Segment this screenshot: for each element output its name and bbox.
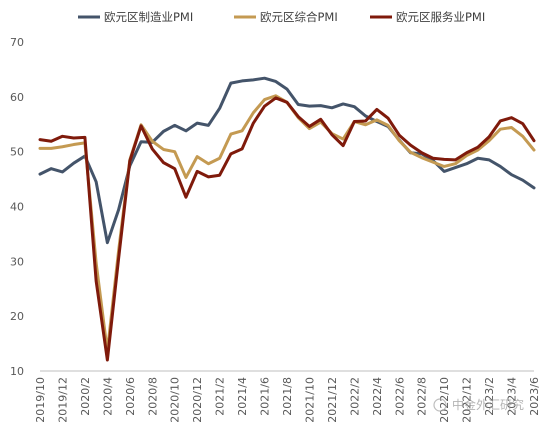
y-tick-label: 30 bbox=[10, 255, 24, 268]
x-tick-label: 2020/2 bbox=[79, 377, 92, 416]
series-layer bbox=[38, 76, 536, 362]
watermark-logo-icon bbox=[433, 398, 447, 412]
y-tick-label: 50 bbox=[10, 146, 24, 159]
y-axis: 10 20 30 40 50 60 70 bbox=[10, 36, 24, 378]
x-tick-label: 2023/4 bbox=[506, 377, 519, 416]
x-tick-label: 2019/10 bbox=[34, 377, 47, 423]
y-tick-label: 20 bbox=[10, 310, 24, 323]
x-tick-label: 2022/8 bbox=[416, 377, 429, 416]
legend: 欧元区制造业PMI 欧元区综合PMI 欧元区服务业PMI bbox=[78, 10, 485, 24]
legend-label: 欧元区综合PMI bbox=[260, 10, 338, 24]
x-tick-label: 2020/6 bbox=[124, 377, 137, 416]
x-tick-label: 2020/4 bbox=[101, 377, 114, 416]
x-tick-label: 2023/6 bbox=[528, 377, 541, 416]
series-line-1 bbox=[38, 76, 536, 245]
x-tick-label: 2020/8 bbox=[146, 377, 159, 416]
y-tick-label: 10 bbox=[10, 365, 24, 378]
x-tick-label: 2021/4 bbox=[236, 377, 249, 416]
x-tick-label: 2022/12 bbox=[461, 377, 474, 423]
x-tick-label: 2022/10 bbox=[438, 377, 451, 423]
y-tick-label: 70 bbox=[10, 36, 24, 49]
x-axis: 2019/10 2019/12 2020/2 2020/4 2020/6 2020/8 20… bbox=[34, 370, 541, 423]
legend-label: 欧元区制造业PMI bbox=[104, 10, 193, 24]
x-tick-label: 2021/10 bbox=[303, 377, 316, 423]
x-tick-label: 2022/4 bbox=[371, 377, 384, 416]
series-line-3 bbox=[38, 96, 536, 362]
y-tick-label: 40 bbox=[10, 201, 24, 214]
x-tick-label: 2020/12 bbox=[191, 377, 204, 423]
x-tick-label: 2023/2 bbox=[483, 377, 496, 416]
x-tick-label: 2021/6 bbox=[259, 377, 272, 416]
x-tick-label: 2021/12 bbox=[326, 377, 339, 423]
x-tick-label: 2021/8 bbox=[281, 377, 294, 416]
watermark: 中金外汇研究 bbox=[433, 397, 524, 412]
x-tick-label: 2022/2 bbox=[348, 377, 361, 416]
y-tick-label: 60 bbox=[10, 91, 24, 104]
x-tick-label: 2019/12 bbox=[56, 377, 69, 423]
legend-label: 欧元区服务业PMI bbox=[396, 10, 485, 24]
x-tick-label: 2022/6 bbox=[393, 377, 406, 416]
x-tick-label: 2020/10 bbox=[169, 377, 182, 423]
watermark-text: 中金外汇研究 bbox=[452, 397, 524, 412]
x-tick-label: 2021/2 bbox=[214, 377, 227, 416]
